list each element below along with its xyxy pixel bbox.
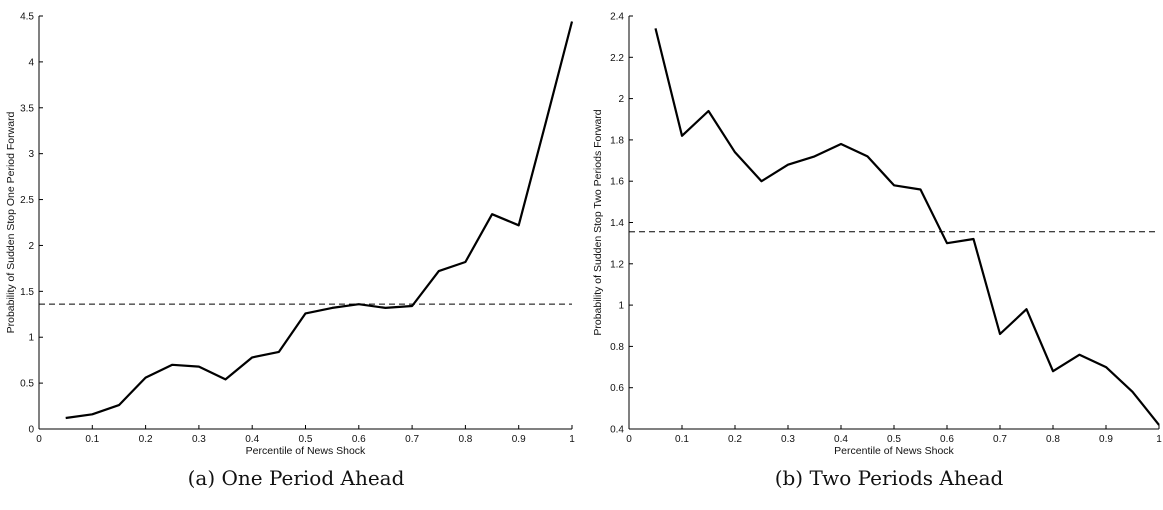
y-tick-label: 0.4	[610, 425, 624, 436]
y-tick-label: 1	[618, 301, 624, 312]
y-tick-label: 1.6	[610, 177, 624, 188]
y-tick-label: 4.5	[20, 12, 34, 23]
y-tick-label: 0.8	[610, 342, 624, 353]
y-tick-label: 3	[28, 149, 34, 160]
series-line	[65, 21, 574, 420]
x-tick-label: 0.8	[1046, 434, 1060, 445]
x-tick-label: 0	[36, 434, 42, 445]
x-tick-label: 0.2	[139, 434, 153, 445]
y-tick-label: 1.8	[610, 135, 624, 146]
x-tick-label: 0	[626, 434, 632, 445]
y-tick-label: 2	[28, 241, 34, 252]
chart-two-periods-ahead: 0 0.1 0.2 0.3 0.4 0.5 0.6 0.7 0.8 0.9 1 0.4 0.6 0.8 1 1…	[592, 12, 1162, 458]
x-tick-label: 0.9	[1099, 434, 1113, 445]
y-axis-label: Probability of Sudden Stop Two Periods F…	[592, 109, 604, 335]
caption-one-period-ahead: (a) One Period Ahead	[187, 466, 405, 490]
x-tick-label: 0.8	[458, 434, 472, 445]
x-tick-label: 0.5	[887, 434, 901, 445]
y-tick-label: 2.4	[610, 12, 624, 23]
y-tick-label: 4	[28, 57, 34, 68]
y-tick-label: 2	[618, 94, 624, 105]
y-tick-label: 2.2	[610, 53, 624, 64]
x-tick-label: 0.4	[834, 434, 848, 445]
x-tick-label: 0.3	[192, 434, 206, 445]
y-tick-label: 1.4	[610, 218, 624, 229]
caption-two-periods-ahead: (b) Two Periods Ahead	[774, 466, 1004, 490]
y-tick-label: 1	[28, 333, 34, 344]
x-tick-label: 1	[569, 434, 575, 445]
x-tick-label: 0.7	[993, 434, 1007, 445]
y-tick-label: 0.6	[610, 383, 624, 394]
y-tick-label: 3.5	[20, 103, 34, 114]
x-tick-label: 0.5	[299, 434, 313, 445]
x-axis-label: Percentile of News Shock	[834, 445, 954, 457]
x-tick-label: 0.1	[675, 434, 689, 445]
y-tick-label: 1.5	[20, 287, 34, 298]
x-tick-label: 0.6	[940, 434, 954, 445]
y-tick-label: 2.5	[20, 195, 34, 206]
x-tick-label: 0.1	[85, 434, 99, 445]
x-tick-label: 0.2	[728, 434, 742, 445]
x-tick-label: 0.9	[512, 434, 526, 445]
x-tick-label: 0.6	[352, 434, 366, 445]
y-tick-label: 0.5	[20, 379, 34, 390]
x-tick-label: 1	[1156, 434, 1162, 445]
x-tick-label: 0.4	[245, 434, 259, 445]
x-axis-label: Percentile of News Shock	[246, 445, 366, 457]
y-tick-label: 1.2	[610, 259, 624, 270]
y-tick-label: 0	[28, 425, 34, 436]
chart-one-period-ahead: 0 0.1 0.2 0.3 0.4 0.5 0.6 0.7 0.8 0.9 1 0 0.5 1 1.5 2 2.…	[5, 12, 575, 458]
x-tick-label: 0.7	[405, 434, 419, 445]
x-tick-label: 0.3	[781, 434, 795, 445]
y-axis-label: Probability of Sudden Stop One Period Fo…	[5, 111, 17, 333]
series-line	[654, 28, 1160, 426]
